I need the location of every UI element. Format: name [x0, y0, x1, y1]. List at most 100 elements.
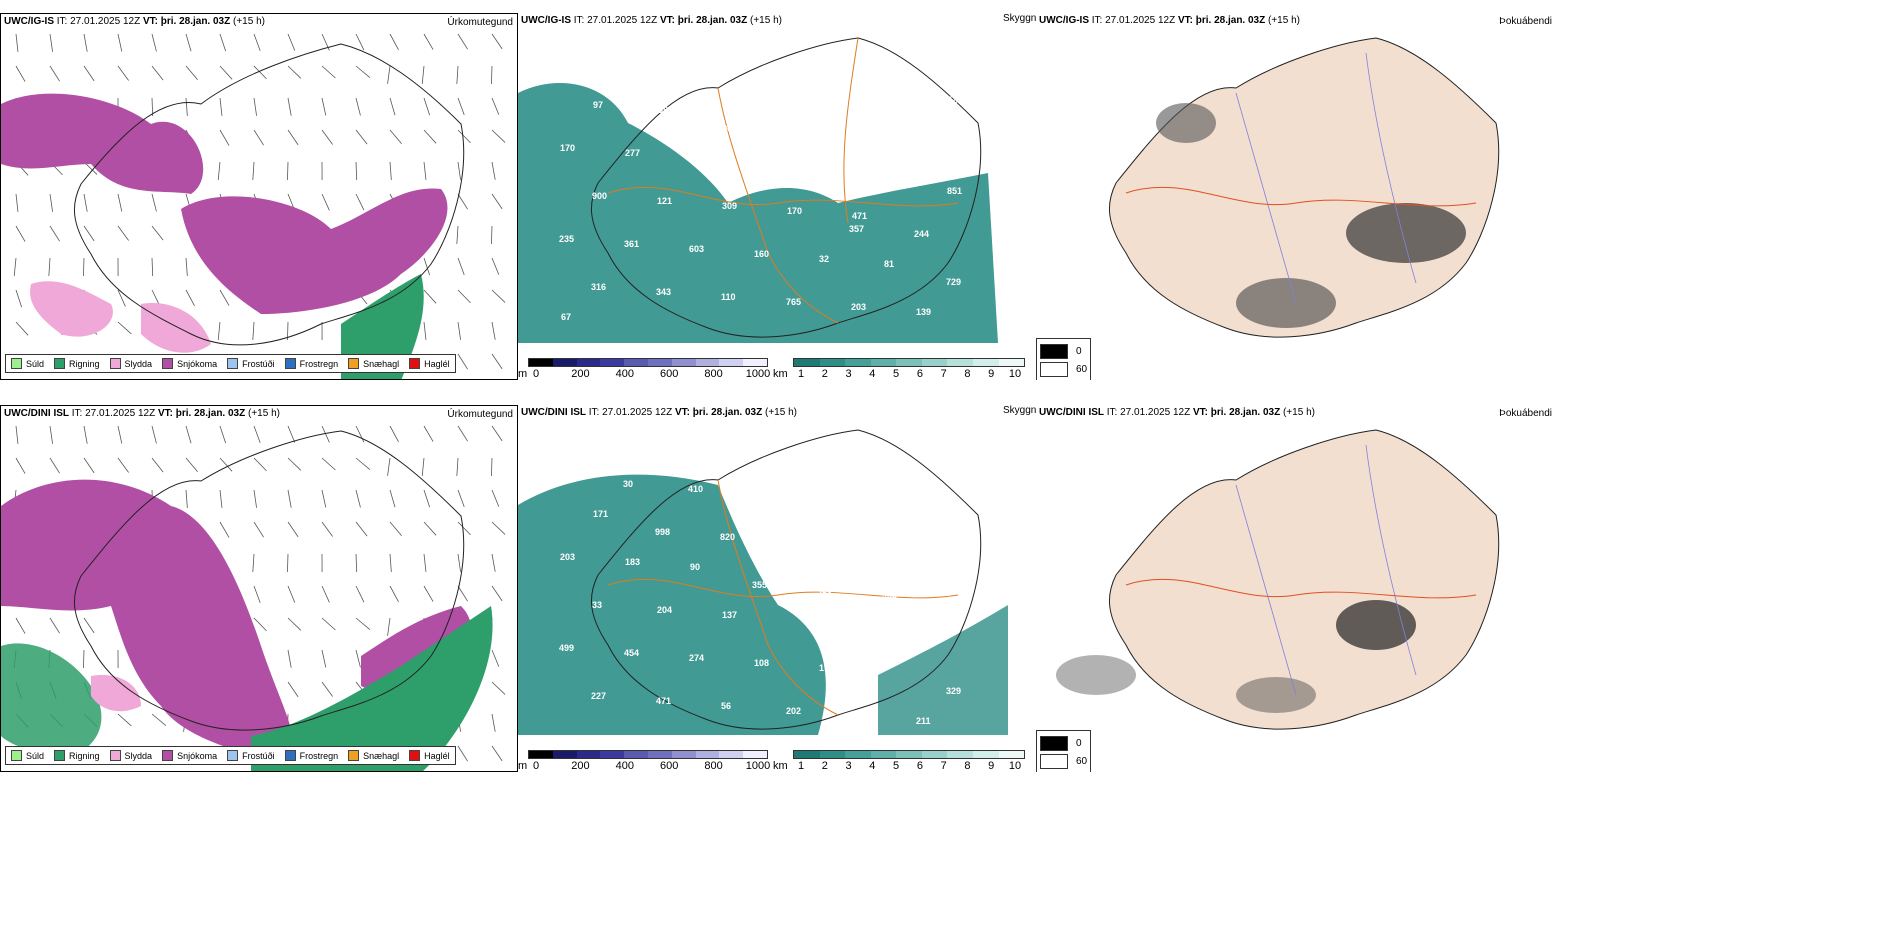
legend-item: Rigning	[54, 358, 100, 369]
legend-item: Frostregn	[284, 750, 338, 761]
wind-barb	[355, 161, 358, 181]
wind-barb	[185, 33, 192, 52]
legend-item: Súld	[11, 358, 44, 369]
rain-area	[341, 274, 424, 379]
fog-legend-label: 60	[1076, 755, 1088, 767]
wind-barb	[355, 193, 365, 211]
wind-barb	[151, 457, 164, 473]
legend-item: Snjókoma	[162, 358, 217, 369]
ceiling-label: 192	[883, 499, 898, 509]
ceiling-label: 316	[591, 282, 606, 292]
colorbar-tick: 3	[845, 760, 852, 772]
wind-barb	[83, 425, 88, 444]
fog-legend: 0 60	[1036, 338, 1092, 380]
wind-barb	[389, 161, 392, 180]
wind-barb	[219, 97, 223, 116]
wind-barb	[83, 617, 95, 634]
ceiling-label: 962	[817, 176, 832, 186]
ceiling-label: 56	[721, 701, 731, 711]
wind-barb	[151, 225, 164, 241]
vis-area	[518, 83, 998, 343]
visibility-colorbar: km 1 2 3 4 5 6 7 8 9 10	[773, 750, 1028, 772]
wind-barb	[321, 617, 336, 631]
fog-blob	[1236, 677, 1316, 713]
wind-barb	[151, 33, 157, 52]
fog-legend-item: 0	[1040, 734, 1087, 752]
wind-barb	[423, 553, 427, 572]
legend-label: Rigning	[69, 750, 100, 761]
colorbar-tick: 600	[660, 760, 679, 772]
wind-barb	[253, 33, 261, 52]
wind-barb	[185, 289, 195, 307]
ceiling-label: 343	[656, 287, 671, 297]
wind-barb	[252, 321, 255, 340]
wind-barb	[48, 257, 51, 276]
wind-barb	[491, 457, 493, 477]
ceiling-label: 454	[624, 648, 639, 658]
ceiling-label: 202	[786, 706, 801, 716]
legend-item: Haglél	[409, 750, 450, 761]
ceiling-label: 121	[657, 196, 672, 206]
wind-barb	[287, 649, 292, 668]
ceiling-label: 355	[623, 70, 638, 80]
fog-panel-top: UWC/IG-IS IT: 27.01.2025 12Z VT: þri. 28…	[1036, 13, 1556, 380]
ceiling-label: 68	[658, 105, 668, 115]
colorbar-tick: 2	[821, 760, 828, 772]
wind-barb	[355, 33, 365, 51]
ceiling-label: 204	[657, 605, 672, 615]
colorbar-tick: 6	[916, 368, 923, 380]
wind-barb	[457, 585, 468, 602]
legend-swatch	[109, 358, 121, 369]
ceiling-label: 471	[852, 211, 867, 221]
ceiling-label: 765	[786, 297, 801, 307]
ceiling-label: 317	[850, 133, 865, 143]
panel-header: UWC/DINI ISL IT: 27.01.2025 12Z VT: þri.…	[1039, 407, 1315, 418]
wind-barb	[457, 97, 465, 116]
wind-barb	[253, 489, 257, 508]
ceiling-label: 357	[849, 224, 864, 234]
ceiling-label: 953	[882, 590, 897, 600]
legend-item: Súld	[11, 750, 44, 761]
wind-barb	[219, 489, 223, 508]
ceiling-labels: 224 720 971 357 729 355 246 962 244 316 971 508 380 2…	[558, 65, 963, 322]
colorbar-tick: 400	[615, 368, 634, 380]
wind-barb	[185, 457, 198, 472]
wind-barb	[49, 33, 53, 52]
wind-barb	[49, 617, 60, 634]
wind-barb	[287, 457, 302, 471]
fog-legend-swatch	[1040, 735, 1068, 751]
wind-barb	[423, 585, 434, 602]
wind-barb	[387, 457, 391, 476]
wind-barb	[185, 489, 188, 508]
legend-item: Snæhagl	[348, 750, 399, 761]
wind-barb	[491, 745, 503, 762]
wind-barb	[423, 97, 431, 116]
wind-barb	[387, 65, 391, 84]
precip-legend: Súld Rigning Slydda Snjókoma Frostúði Frostre…	[5, 746, 456, 765]
wind-barb	[321, 521, 333, 537]
wind-barb	[219, 457, 233, 472]
wind-barb	[423, 161, 427, 180]
wind-barb	[287, 617, 302, 631]
wind-barb	[321, 585, 330, 603]
ceiling-label: 900	[592, 191, 607, 201]
colorbar-tick: 400	[615, 760, 634, 772]
panel-header: UWC/IG-IS IT: 27.01.2025 12Z VT: þri. 28…	[4, 16, 265, 27]
ceiling-label: 235	[559, 234, 574, 244]
ceiling-labels: 308 998 355 481 329 30 820 430 105 227 410 317 953 49…	[558, 474, 963, 726]
legend-swatch	[54, 750, 66, 761]
wind-barb	[456, 457, 459, 476]
wind-barb	[252, 553, 255, 572]
fog-legend-label: 60	[1076, 363, 1088, 375]
wind-barb	[83, 649, 85, 669]
ceiling-vis-panel-bottom: UWC/DINI ISL IT: 27.01.2025 12Z VT: þri.…	[518, 405, 1036, 772]
wind-barb	[491, 225, 493, 245]
ceiling-colorbar: m 0 200 400 600 800 1000	[518, 358, 773, 380]
wind-barb	[49, 457, 60, 474]
colorbar-tick: 4	[869, 368, 876, 380]
wind-barb	[15, 33, 19, 52]
wind-barb	[389, 553, 392, 572]
wind-barb	[49, 425, 53, 444]
wind-barb	[151, 713, 167, 726]
wind-barb	[83, 457, 95, 474]
